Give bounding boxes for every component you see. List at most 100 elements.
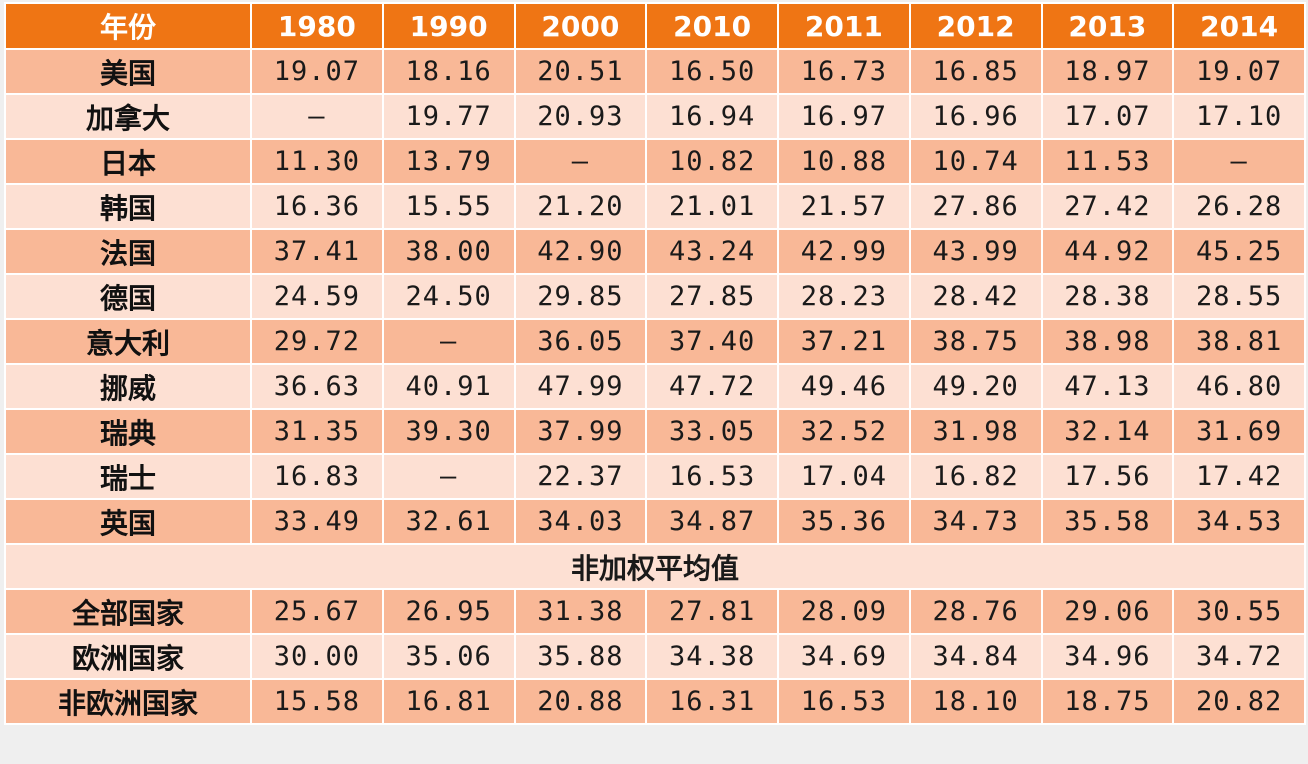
- value-cell: 22.37: [513, 453, 648, 500]
- table-row: 加拿大 —19.77 20.93 16.94 16.97 16.96 17.07 17.10: [4, 93, 1306, 140]
- row-label: 英国: [4, 498, 252, 545]
- row-label: 欧洲国家: [4, 633, 252, 680]
- value-cell: 39.30: [381, 408, 516, 455]
- value-cell: 42.99: [777, 228, 911, 275]
- value-cell: —: [1172, 138, 1306, 185]
- value-cell: 15.58: [250, 678, 384, 725]
- header-cell: 2012: [908, 2, 1043, 50]
- row-label: 德国: [4, 273, 252, 320]
- value-cell: 11.53: [1040, 138, 1175, 185]
- value-cell: 15.55: [381, 183, 516, 230]
- table-row: 欧洲国家 30.00 35.06 35.88 34.38 34.69 34.84 34.96 3…: [4, 633, 1306, 680]
- table-row: 非欧洲国家 15.58 16.81 20.88 16.31 16.53 18.10 18.75…: [4, 678, 1306, 725]
- value-cell: 17.07: [1040, 93, 1175, 140]
- value-cell: 47.13: [1040, 363, 1175, 410]
- header-cell: 2011: [777, 2, 911, 50]
- value-cell: 29.06: [1040, 588, 1175, 635]
- value-cell: 28.09: [777, 588, 911, 635]
- value-cell: —: [381, 318, 516, 365]
- value-cell: 35.88: [513, 633, 648, 680]
- value-cell: 37.99: [513, 408, 648, 455]
- value-cell: 28.23: [777, 273, 911, 320]
- table-row: 英国 33.49 32.61 34.03 34.87 35.36 34.73 35.58 34.…: [4, 498, 1306, 545]
- value-cell: 28.38: [1040, 273, 1175, 320]
- value-cell: 28.42: [908, 273, 1043, 320]
- table-row: 全部国家 25.67 26.95 31.38 27.81 28.09 28.76 29.06 3…: [4, 588, 1306, 635]
- value-cell: 17.10: [1172, 93, 1306, 140]
- value-cell: 19.07: [250, 48, 384, 95]
- header-cell: 2013: [1040, 2, 1175, 50]
- value-cell: 20.51: [513, 48, 648, 95]
- value-cell: 49.20: [908, 363, 1043, 410]
- value-cell: 10.74: [908, 138, 1043, 185]
- value-cell: 45.25: [1172, 228, 1306, 275]
- value-cell: 31.98: [908, 408, 1043, 455]
- row-label: 挪威: [4, 363, 252, 410]
- value-cell: 17.04: [777, 453, 911, 500]
- table-row: 瑞典 31.35 39.30 37.99 33.05 32.52 31.98 32.14 31.…: [4, 408, 1306, 455]
- table-row: 德国 24.59 24.50 29.85 27.85 28.23 28.42 28.38 28.…: [4, 273, 1306, 320]
- value-cell: 18.97: [1040, 48, 1175, 95]
- value-cell: 38.00: [381, 228, 516, 275]
- row-label: 美国: [4, 48, 252, 95]
- value-cell: 16.96: [908, 93, 1043, 140]
- value-cell: 44.92: [1040, 228, 1175, 275]
- value-cell: 16.53: [645, 453, 779, 500]
- table-row: 韩国 16.36 15.55 21.20 21.01 21.57 27.86 27.42 26.…: [4, 183, 1306, 230]
- value-cell: 34.73: [908, 498, 1043, 545]
- value-cell: 27.42: [1040, 183, 1175, 230]
- value-cell: 43.99: [908, 228, 1043, 275]
- value-cell: 43.24: [645, 228, 779, 275]
- value-cell: 31.69: [1172, 408, 1306, 455]
- row-label: 瑞士: [4, 453, 252, 500]
- value-cell: 36.63: [250, 363, 384, 410]
- value-cell: 31.38: [513, 588, 648, 635]
- value-cell: —: [250, 93, 384, 140]
- table-row: 美国 19.07 18.16 20.51 16.50 16.73 16.85 18.97 19.…: [4, 48, 1306, 95]
- row-label: 非欧洲国家: [4, 678, 252, 725]
- value-cell: 42.90: [513, 228, 648, 275]
- value-cell: 10.88: [777, 138, 911, 185]
- value-cell: 35.36: [777, 498, 911, 545]
- value-cell: 34.69: [777, 633, 911, 680]
- value-cell: 35.06: [381, 633, 516, 680]
- value-cell: 30.00: [250, 633, 384, 680]
- value-cell: 16.31: [645, 678, 779, 725]
- value-cell: 16.73: [777, 48, 911, 95]
- table-body: 美国 19.07 18.16 20.51 16.50 16.73 16.85 18.97 19.…: [4, 48, 1306, 725]
- value-cell: 27.81: [645, 588, 779, 635]
- value-cell: 34.87: [645, 498, 779, 545]
- value-cell: 34.53: [1172, 498, 1306, 545]
- value-cell: 32.14: [1040, 408, 1175, 455]
- table-row: 意大利 29.72—36.05 37.40 37.21 38.75 38.98 38.81: [4, 318, 1306, 365]
- value-cell: 16.81: [381, 678, 516, 725]
- table-row: 瑞士 16.83—22.37 16.53 17.04 16.82 17.56 17.42: [4, 453, 1306, 500]
- value-cell: —: [513, 138, 648, 185]
- row-label: 全部国家: [4, 588, 252, 635]
- value-cell: 21.20: [513, 183, 648, 230]
- value-cell: 38.75: [908, 318, 1043, 365]
- value-cell: 34.03: [513, 498, 648, 545]
- value-cell: 35.58: [1040, 498, 1175, 545]
- table-row: 日本 11.30 13.79—10.82 10.88 10.74 11.53—: [4, 138, 1306, 185]
- value-cell: 20.88: [513, 678, 648, 725]
- value-cell: —: [381, 453, 516, 500]
- value-cell: 17.42: [1172, 453, 1306, 500]
- table-row: 挪威 36.63 40.91 47.99 47.72 49.46 49.20 47.13 46.…: [4, 363, 1306, 410]
- value-cell: 38.81: [1172, 318, 1306, 365]
- value-cell: 34.38: [645, 633, 779, 680]
- header-cell: 1990: [381, 2, 516, 50]
- value-cell: 16.83: [250, 453, 384, 500]
- header-row: 年份 1980 1990 2000 2010 2011 2012 2013 20…: [4, 2, 1306, 50]
- value-cell: 21.57: [777, 183, 911, 230]
- value-cell: 27.86: [908, 183, 1043, 230]
- header-cell: 2010: [645, 2, 779, 50]
- value-cell: 18.16: [381, 48, 516, 95]
- value-cell: 40.91: [381, 363, 516, 410]
- section-row: 非加权平均值: [4, 543, 1306, 590]
- row-label: 加拿大: [4, 93, 252, 140]
- value-cell: 31.35: [250, 408, 384, 455]
- row-label: 日本: [4, 138, 252, 185]
- value-cell: 13.79: [381, 138, 516, 185]
- value-cell: 19.77: [381, 93, 516, 140]
